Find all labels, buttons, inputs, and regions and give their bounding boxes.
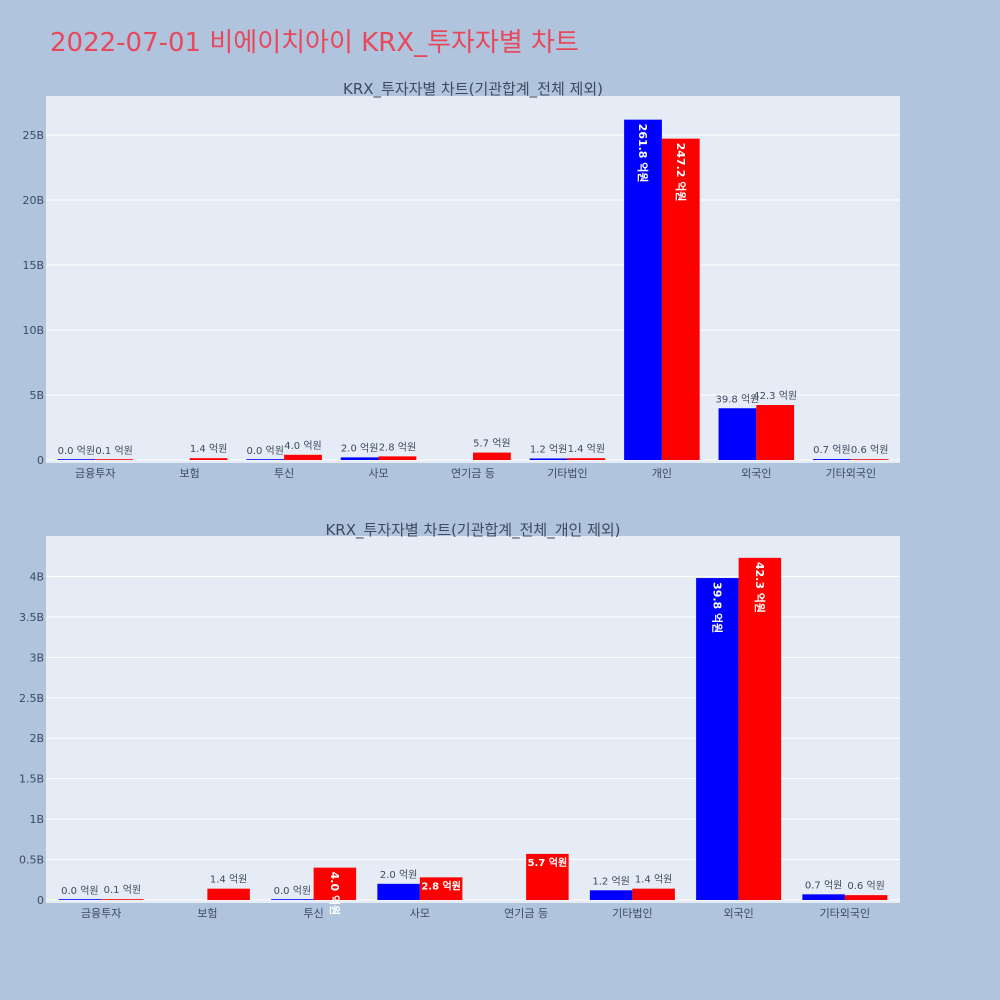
- bar: [377, 883, 420, 900]
- data-label: 2.0 억원: [341, 442, 378, 454]
- data-label: 4.0 억원: [284, 440, 321, 452]
- bar: [567, 458, 606, 460]
- x-tick-label: 기타법인: [547, 467, 587, 480]
- chart-title: KRX_투자자별 차트(기관합계_전체_개인 제외): [325, 521, 620, 540]
- bar: [378, 456, 417, 460]
- bar: [802, 894, 845, 900]
- data-label: 2.0 억원: [380, 869, 417, 881]
- data-label: 2.8 억원: [421, 879, 461, 892]
- bar: [340, 457, 379, 460]
- y-tick-label: 25B: [22, 129, 44, 142]
- y-tick-label: 4B: [29, 570, 44, 583]
- x-tick-label: 투신: [274, 467, 294, 480]
- y-tick-label: 5B: [29, 389, 44, 402]
- bar: [313, 867, 357, 900]
- bar: [589, 890, 633, 900]
- x-tick-label: 기타외국인: [825, 467, 876, 480]
- data-label: 1.4 억원: [568, 443, 605, 455]
- data-label: 0.6 억원: [847, 880, 884, 892]
- chart-title: KRX_투자자별 차트(기관합계_전체 제외): [343, 80, 603, 99]
- data-label: 261.8 억원: [636, 124, 650, 183]
- x-tick-label: 보험: [197, 907, 217, 920]
- y-tick-label: 10B: [22, 324, 44, 337]
- data-label: 247.2 억원: [674, 143, 688, 202]
- bar: [718, 408, 757, 460]
- y-tick-label: 1.5B: [19, 773, 44, 786]
- bar: [813, 459, 851, 460]
- bar: [738, 557, 782, 900]
- chart-without-institutions-and-individuals: KRX_투자자별 차트(기관합계_전체_개인 제외) 0 0.5B 1B 1.5B 2B…: [19, 521, 900, 920]
- bar: [419, 877, 463, 900]
- data-label: 0.0 억원: [274, 885, 311, 897]
- y-tick-label: 2.5B: [19, 692, 44, 705]
- data-label: 42.3 억원: [753, 562, 767, 613]
- bar: [844, 895, 888, 900]
- x-tick-label: 외국인: [723, 907, 753, 920]
- bar: [624, 119, 662, 460]
- data-label: 0.1 억원: [95, 445, 132, 457]
- data-label: 0.0 억원: [58, 445, 95, 457]
- data-label: 0.1 억원: [104, 884, 141, 896]
- data-label: 5.7 억원: [473, 438, 510, 450]
- data-label: 5.7 억원: [528, 856, 568, 869]
- x-tick-label: 투신: [304, 907, 324, 920]
- y-tick-label: 0: [37, 454, 44, 467]
- bar: [696, 578, 739, 900]
- data-label: 39.8 억원: [716, 393, 760, 405]
- x-tick-label: 기타법인: [612, 907, 652, 920]
- bar: [756, 405, 795, 460]
- x-tick-label: 사모: [368, 467, 388, 480]
- data-label: 1.2 억원: [530, 443, 567, 455]
- data-label: 0.0 억원: [246, 445, 283, 457]
- y-tick-label: 3B: [29, 651, 44, 664]
- bar: [57, 459, 96, 460]
- y-tick-label: 15B: [22, 259, 44, 272]
- y-tick-label: 20B: [22, 194, 44, 207]
- bar: [207, 888, 250, 900]
- data-label: 0.6 억원: [851, 444, 888, 456]
- data-label: 1.2 억원: [592, 875, 629, 887]
- data-label: 42.3 억원: [753, 390, 797, 402]
- chart-without-institutions: KRX_투자자별 차트(기관합계_전체 제외) 0 5B 10B 15B 20B 25B 금…: [22, 80, 900, 480]
- y-tick-label: 3.5B: [19, 611, 44, 624]
- x-tick-label: 금융투자: [75, 467, 115, 480]
- x-tick-label: 금융투자: [81, 907, 121, 920]
- bar: [526, 853, 569, 900]
- page-title: 2022-07-01 비에이치아이 KRX_투자자별 차트: [50, 28, 579, 58]
- x-tick-label: 기타외국인: [820, 907, 871, 920]
- data-label: 4.0 억원: [328, 872, 342, 916]
- x-tick-label: 연기금 등: [451, 467, 495, 480]
- plot-area: [46, 96, 900, 463]
- x-tick-label: 개인: [652, 467, 672, 480]
- data-label: 39.8 억원: [710, 582, 724, 633]
- bar: [473, 452, 511, 460]
- data-label: 1.4 억원: [210, 874, 247, 886]
- bar: [189, 458, 228, 460]
- bar: [284, 454, 322, 460]
- x-tick-label: 사모: [410, 907, 430, 920]
- y-tick-label: 1B: [29, 813, 44, 826]
- y-tick-label: 2B: [29, 732, 44, 745]
- bar: [58, 899, 102, 900]
- bar: [529, 458, 568, 460]
- data-label: 1.4 억원: [635, 874, 672, 886]
- bar: [850, 459, 889, 460]
- bar: [246, 459, 285, 460]
- x-tick-label: 외국인: [741, 467, 771, 480]
- y-tick-label: 0: [37, 894, 44, 907]
- data-label: 2.8 억원: [379, 441, 416, 453]
- bar: [271, 899, 314, 900]
- x-tick-label: 연기금 등: [504, 907, 548, 920]
- bar: [95, 459, 133, 460]
- bar: [101, 899, 144, 900]
- data-label: 0.7 억원: [805, 879, 842, 891]
- x-tick-label: 보험: [180, 467, 200, 480]
- bar: [632, 888, 675, 900]
- data-label: 0.7 억원: [813, 444, 850, 456]
- data-label: 1.4 억원: [190, 443, 227, 455]
- y-tick-label: 0.5B: [19, 854, 44, 867]
- bar: [661, 138, 700, 460]
- data-label: 0.0 억원: [61, 885, 98, 897]
